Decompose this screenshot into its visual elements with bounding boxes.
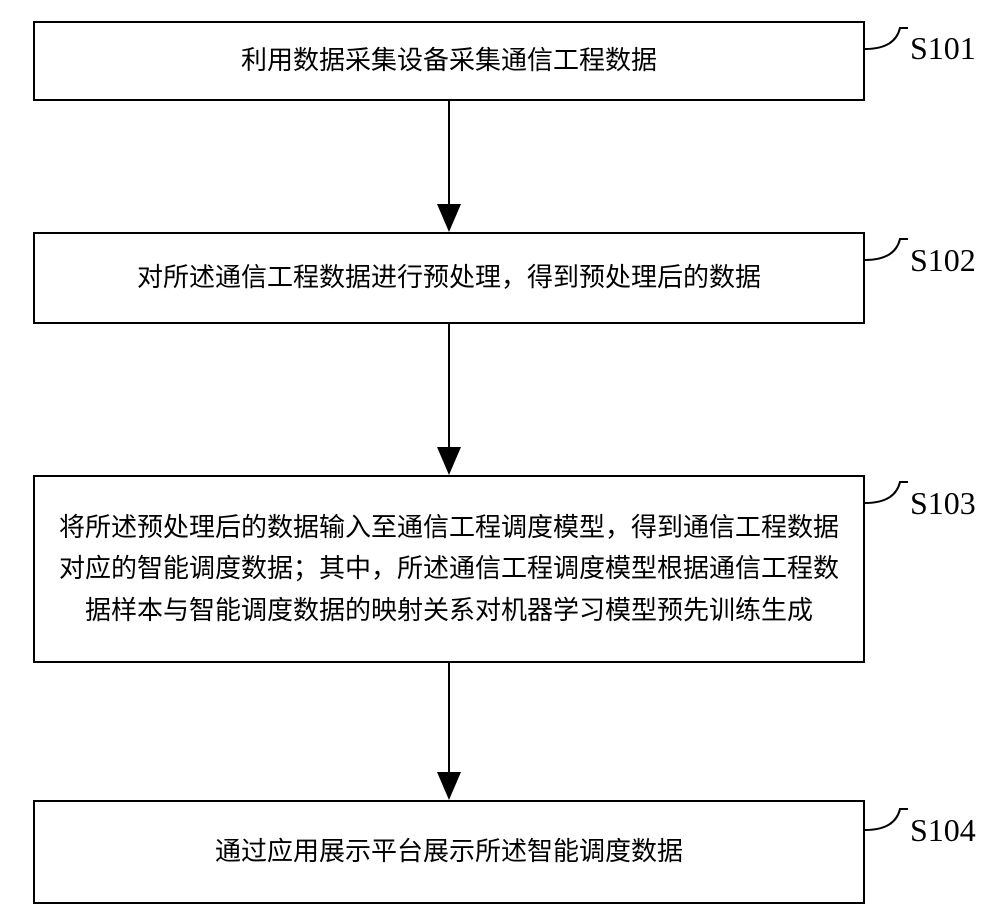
flow-edge-1-2 [0, 0, 1000, 924]
flow-node-text: 对所述通信工程数据进行预处理，得到预处理后的数据 [137, 257, 761, 299]
flow-label-s101: S101 [910, 30, 976, 67]
flow-node-s101: 利用数据采集设备采集通信工程数据 [33, 21, 865, 101]
flow-node-s102: 对所述通信工程数据进行预处理，得到预处理后的数据 [33, 232, 865, 324]
flow-node-text: 利用数据采集设备采集通信工程数据 [241, 40, 657, 82]
flow-label-s103: S103 [910, 485, 976, 522]
flow-node-s104: 通过应用展示平台展示所述智能调度数据 [33, 800, 865, 904]
flow-node-s103: 将所述预处理后的数据输入至通信工程调度模型，得到通信工程数据对应的智能调度数据；… [33, 475, 865, 663]
flow-label-s102: S102 [910, 242, 976, 279]
flowchart-canvas: 利用数据采集设备采集通信工程数据 S101 对所述通信工程数据进行预处理，得到预… [0, 0, 1000, 924]
flow-node-text: 将所述预处理后的数据输入至通信工程调度模型，得到通信工程数据对应的智能调度数据；… [55, 507, 843, 632]
flow-node-text: 通过应用展示平台展示所述智能调度数据 [215, 831, 683, 873]
flow-label-s104: S104 [910, 812, 976, 849]
